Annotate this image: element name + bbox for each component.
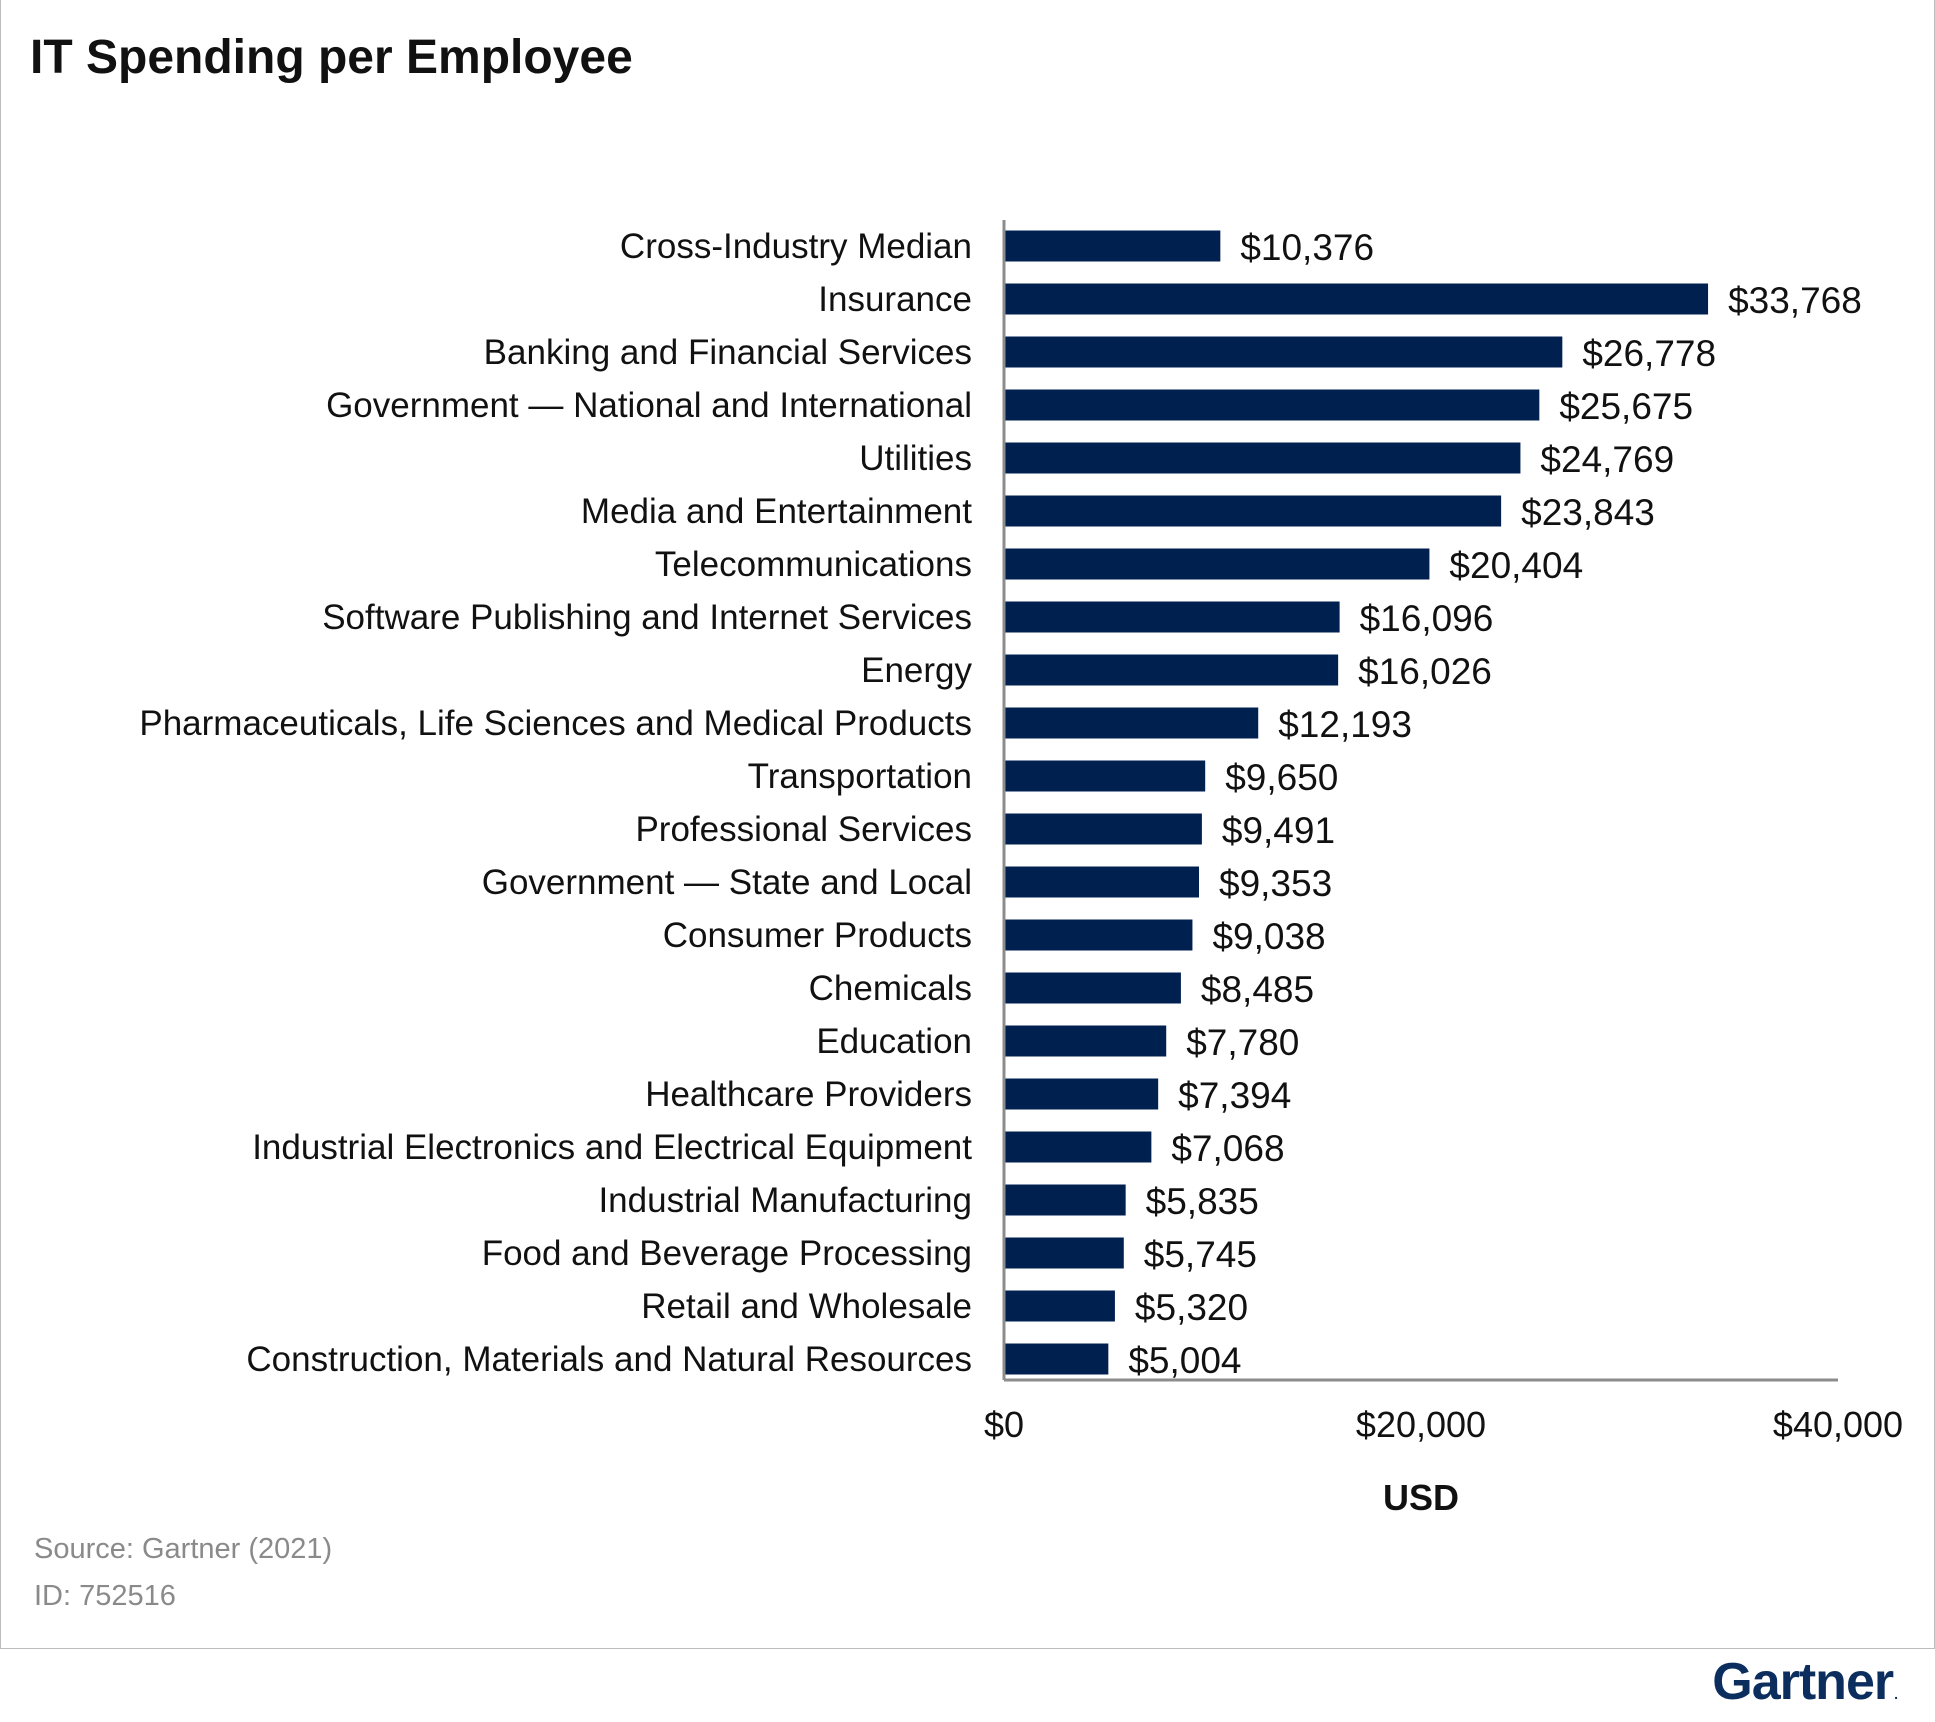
value-label: $8,485 bbox=[1201, 969, 1314, 1010]
x-tick-label: $20,000 bbox=[1356, 1404, 1486, 1445]
chart-title: IT Spending per Employee bbox=[30, 31, 633, 84]
bar bbox=[1004, 336, 1563, 368]
category-label: Retail and Wholesale bbox=[641, 1287, 972, 1326]
value-label: $24,769 bbox=[1540, 439, 1674, 480]
category-label: Media and Entertainment bbox=[581, 492, 972, 531]
bar bbox=[1004, 389, 1540, 421]
category-label: Professional Services bbox=[635, 810, 972, 849]
bar bbox=[1004, 707, 1259, 739]
category-label: Government — National and International bbox=[326, 386, 972, 425]
value-labels: $10,376 $33,768 $26,778 $25,675 $24,769 $23,8… bbox=[1128, 227, 1861, 1381]
bar bbox=[1004, 1184, 1126, 1216]
category-label: Cross-Industry Median bbox=[620, 227, 972, 266]
value-label: $16,026 bbox=[1358, 651, 1492, 692]
category-label: Industrial Manufacturing bbox=[598, 1181, 972, 1220]
category-labels: Cross-Industry Median Insurance Banking an… bbox=[139, 227, 972, 1379]
value-label: $33,768 bbox=[1728, 280, 1862, 321]
value-label: $7,394 bbox=[1178, 1075, 1291, 1116]
bar bbox=[1004, 1290, 1115, 1322]
source-note: Source: Gartner (2021) bbox=[34, 1533, 333, 1565]
bar bbox=[1004, 548, 1430, 580]
value-label: $9,650 bbox=[1225, 757, 1338, 798]
category-label: Consumer Products bbox=[663, 916, 972, 955]
x-tick-labels: $0 $20,000 $40,000 bbox=[984, 1404, 1903, 1445]
category-label: Energy bbox=[861, 651, 972, 690]
value-label: $5,320 bbox=[1135, 1287, 1248, 1328]
value-label: $7,068 bbox=[1171, 1128, 1284, 1169]
category-label: Government — State and Local bbox=[482, 863, 972, 902]
logo-text: Gartner bbox=[1712, 1653, 1894, 1711]
category-label: Insurance bbox=[818, 280, 972, 319]
document-id: ID: 752516 bbox=[34, 1580, 176, 1612]
bar-chart: Cross-Industry Median Insurance Banking an… bbox=[139, 220, 1903, 1518]
value-label: $9,038 bbox=[1212, 916, 1325, 957]
value-label: $5,745 bbox=[1144, 1234, 1257, 1275]
category-label: Construction, Materials and Natural Reso… bbox=[246, 1340, 972, 1379]
category-label: Software Publishing and Internet Service… bbox=[322, 598, 972, 637]
bar bbox=[1004, 1078, 1159, 1110]
bar bbox=[1004, 1025, 1167, 1057]
logo-mark: . bbox=[1894, 1686, 1898, 1702]
bar bbox=[1004, 1131, 1152, 1163]
value-label: $7,780 bbox=[1186, 1022, 1299, 1063]
bar bbox=[1004, 1343, 1109, 1375]
category-label: Banking and Financial Services bbox=[484, 333, 972, 372]
bar bbox=[1004, 972, 1181, 1004]
category-label: Food and Beverage Processing bbox=[482, 1234, 972, 1273]
bar bbox=[1004, 654, 1339, 686]
category-label: Healthcare Providers bbox=[645, 1075, 972, 1114]
chart-frame bbox=[0, 0, 1935, 1649]
value-label: $9,353 bbox=[1219, 863, 1332, 904]
bar bbox=[1004, 760, 1206, 792]
bar bbox=[1004, 230, 1221, 262]
x-tick-label: $40,000 bbox=[1773, 1404, 1903, 1445]
bar bbox=[1004, 283, 1709, 315]
bar bbox=[1004, 442, 1521, 474]
gartner-logo: Gartner. bbox=[1712, 1652, 1898, 1712]
bar bbox=[1004, 1237, 1124, 1269]
bar bbox=[1004, 495, 1502, 527]
value-label: $12,193 bbox=[1278, 704, 1412, 745]
bar bbox=[1004, 601, 1340, 633]
category-label: Telecommunications bbox=[655, 545, 972, 584]
category-label: Utilities bbox=[859, 439, 972, 478]
value-label: $25,675 bbox=[1559, 386, 1693, 427]
bar bbox=[1004, 866, 1200, 898]
category-label: Industrial Electronics and Electrical Eq… bbox=[252, 1128, 972, 1167]
category-label: Transportation bbox=[748, 757, 972, 796]
value-label: $16,096 bbox=[1360, 598, 1494, 639]
value-label: $5,835 bbox=[1146, 1181, 1259, 1222]
value-label: $20,404 bbox=[1449, 545, 1583, 586]
bar bbox=[1004, 919, 1193, 951]
bars-layer bbox=[1004, 230, 1709, 1375]
value-label: $23,843 bbox=[1521, 492, 1655, 533]
category-label: Chemicals bbox=[809, 969, 972, 1008]
category-label: Pharmaceuticals, Life Sciences and Medic… bbox=[139, 704, 972, 743]
value-label: $5,004 bbox=[1128, 1340, 1241, 1381]
bar bbox=[1004, 813, 1202, 845]
value-label: $26,778 bbox=[1582, 333, 1716, 374]
category-label: Education bbox=[816, 1022, 972, 1061]
x-axis-title: USD bbox=[1383, 1477, 1459, 1518]
x-tick-label: $0 bbox=[984, 1404, 1024, 1445]
value-label: $10,376 bbox=[1240, 227, 1374, 268]
value-label: $9,491 bbox=[1222, 810, 1335, 851]
